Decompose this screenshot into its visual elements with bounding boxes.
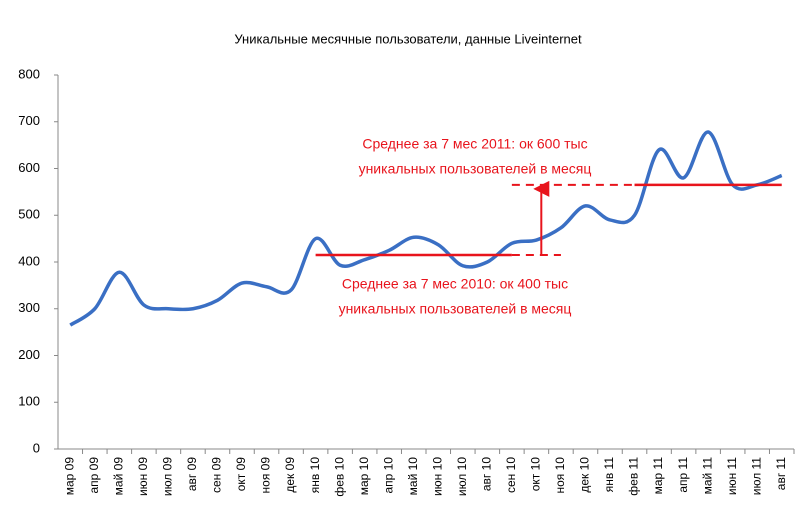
- x-tick-label: сен 10: [504, 457, 518, 493]
- x-tick-label: ноя 09: [259, 457, 273, 494]
- y-tick-label: 400: [18, 253, 40, 268]
- x-tick-label: май 10: [406, 457, 420, 496]
- x-tick-label: фев 10: [332, 457, 346, 497]
- x-tick-label: май 11: [700, 457, 714, 495]
- y-tick-label: 700: [18, 113, 40, 128]
- x-tick-label: ноя 10: [553, 457, 567, 494]
- y-tick-label: 500: [18, 207, 40, 222]
- chart-title: Уникальные месячные пользователи, данные…: [234, 31, 582, 46]
- x-tick-label: июн 11: [725, 457, 739, 495]
- x-tick-label: июл 11: [749, 457, 763, 496]
- x-tick-label: янв 11: [602, 457, 616, 493]
- line-series: [69, 130, 783, 327]
- x-tick-label: июл 10: [455, 457, 469, 496]
- x-tick-label: окт 10: [529, 457, 543, 492]
- annotation: Среднее за 7 мес 2010: ок 400 тыс: [342, 276, 568, 292]
- x-tick-label: фев 11: [627, 457, 641, 496]
- x-tick-label: авг 10: [480, 457, 494, 491]
- x-tick-label: июн 09: [136, 457, 150, 496]
- y-tick-label: 800: [18, 66, 40, 81]
- y-tick-label: 100: [18, 394, 40, 409]
- x-tick-label: дек 09: [283, 457, 297, 493]
- x-tick-label: апр 11: [676, 457, 690, 493]
- x-tick-label: авг 11: [774, 457, 788, 491]
- x-tick-label: мар 10: [357, 457, 371, 496]
- x-tick-label: окт 09: [234, 457, 248, 492]
- annotation: Среднее за 7 мес 2011: ок 600 тыс: [362, 136, 587, 152]
- y-tick-label: 0: [33, 440, 40, 455]
- x-tick-label: мар 11: [651, 457, 665, 495]
- x-tick-label: янв 10: [308, 457, 322, 494]
- y-tick-label: 300: [18, 300, 40, 315]
- x-tick-label: авг 09: [185, 457, 199, 491]
- y-tick-label: 600: [18, 160, 40, 175]
- x-tick-label: май 09: [112, 457, 126, 496]
- x-tick-label: апр 09: [87, 457, 101, 494]
- x-tick-label: дек 10: [578, 457, 592, 493]
- x-tick-label: июн 10: [430, 457, 444, 496]
- y-tick-label: 200: [18, 347, 40, 362]
- x-tick-label: сен 09: [210, 457, 224, 493]
- x-tick-label: апр 10: [381, 457, 395, 494]
- annotation: уникальных пользователей в месяц: [359, 161, 592, 177]
- x-tick-label: июл 09: [161, 457, 175, 496]
- x-tick-label: мар 09: [62, 457, 76, 496]
- annotation: уникальных пользователей в месяц: [339, 301, 572, 317]
